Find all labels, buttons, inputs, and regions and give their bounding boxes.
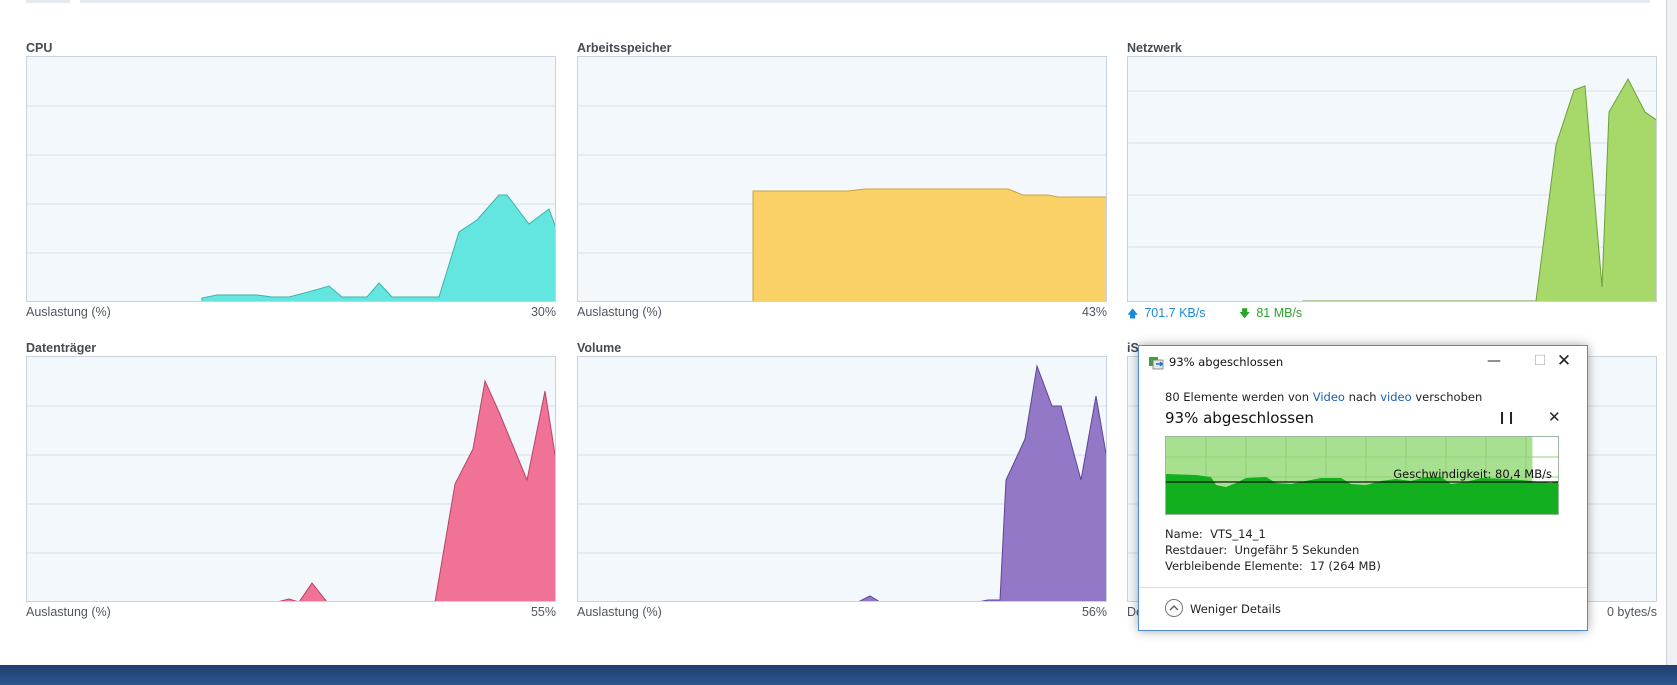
desktop-background [0, 665, 1677, 685]
items-value: 17 (264 MB) [1310, 559, 1381, 573]
detail-name: Name: VTS_14_1 [1165, 527, 1266, 541]
cpu-footer-label: Auslastung (%) [26, 305, 111, 319]
disk-panel: Datenträger Auslastung (%) 55% [26, 341, 556, 626]
dialog-divider [1139, 587, 1587, 588]
speed-graph-svg [1166, 437, 1558, 514]
detail-remaining-items: Verbleibende Elemente: 17 (264 MB) [1165, 559, 1381, 573]
desc-suffix: verschoben [1411, 390, 1483, 404]
download-speed: 81 MB/s [1256, 306, 1303, 320]
memory-panel: Arbeitsspeicher Auslastung (%) 43% [577, 41, 1107, 326]
target-folder-link[interactable]: video [1380, 390, 1412, 404]
memory-area [752, 188, 1106, 301]
transfer-speed-graph: Geschwindigkeit: 80,4 MB/s [1165, 436, 1559, 515]
dialog-title: 93% abgeschlossen [1169, 355, 1284, 369]
disk-area [278, 379, 555, 601]
resource-monitor-window: CPU Auslastung (%) 30% Arbeitsspeicher [0, 0, 1667, 665]
minimize-icon: — [1487, 353, 1501, 369]
cpu-chart-svg [27, 105, 555, 301]
speed-label: Geschwindigkeit: 80,4 MB/s [1393, 467, 1552, 481]
volume-chart-svg [578, 364, 1106, 601]
panel-title: Volume [577, 341, 622, 355]
close-button[interactable]: ✕ [1541, 346, 1587, 376]
volume-chart [577, 356, 1107, 602]
cancel-icon: ✕ [1548, 408, 1561, 426]
progress-heading: 93% abgeschlossen [1165, 409, 1314, 427]
copy-progress-dialog: 93% abgeschlossen — ☐ ✕ 80 Elemente werd… [1138, 345, 1588, 631]
network-chart [1127, 56, 1657, 302]
arrow-down-icon: 🡇 [1239, 308, 1251, 320]
memory-footer-value: 43% [1081, 305, 1107, 319]
iscsi-footer-value: 0 bytes/s [1606, 605, 1657, 619]
network-upload: 🡅 701.7 KB/s [1127, 305, 1205, 324]
panel-title: Netzwerk [1127, 41, 1182, 55]
speed-history-area [1166, 474, 1558, 514]
volume-footer-value: 56% [1081, 605, 1107, 619]
desc-prefix: 80 Elemente werden von [1165, 390, 1313, 404]
pause-button[interactable]: ❙❙ [1497, 410, 1516, 424]
arrow-up-icon: 🡅 [1127, 308, 1139, 320]
top-tab-strip-right [80, 0, 1650, 3]
desc-middle: nach [1344, 390, 1381, 404]
cpu-area [201, 194, 555, 301]
name-value: VTS_14_1 [1210, 527, 1266, 541]
network-area [1302, 77, 1656, 301]
panel-title: Arbeitsspeicher [577, 41, 672, 55]
pause-icon: ❙❙ [1497, 410, 1516, 424]
close-icon: ✕ [1556, 351, 1572, 371]
panel-title: CPU [26, 41, 53, 55]
minimize-button[interactable]: — [1471, 346, 1517, 376]
disk-chart-svg [27, 379, 555, 601]
less-details-label: Weniger Details [1190, 602, 1281, 616]
name-label: Name: [1165, 527, 1203, 541]
cpu-footer-value: 30% [530, 305, 556, 319]
network-panel: Netzwerk 🡅 701.7 KB/s 🡇 81 MB/s [1127, 41, 1657, 326]
disk-chart [26, 356, 556, 602]
time-label: Restdauer: [1165, 543, 1228, 557]
maximize-button[interactable]: ☐ [1517, 346, 1563, 376]
cpu-panel: CPU Auslastung (%) 30% [26, 41, 556, 326]
operation-description: 80 Elemente werden von Video nach video … [1165, 390, 1482, 404]
chevron-up-icon [1165, 599, 1183, 617]
memory-footer-label: Auslastung (%) [577, 305, 662, 319]
volume-footer-label: Auslastung (%) [577, 605, 662, 619]
items-label: Verbleibende Elemente: [1165, 559, 1303, 573]
network-download: 🡇 81 MB/s [1239, 305, 1302, 324]
memory-chart-svg [578, 105, 1106, 301]
source-folder-link[interactable]: Video [1312, 390, 1345, 404]
top-tab-strip-left [26, 0, 70, 3]
time-value: Ungefähr 5 Sekunden [1234, 543, 1360, 557]
volume-area [858, 364, 1106, 601]
move-files-icon [1149, 357, 1164, 370]
memory-chart [577, 56, 1107, 302]
detail-remaining-time: Restdauer: Ungefähr 5 Sekunden [1165, 543, 1359, 557]
volume-panel: Volume Auslastung (%) 56% [577, 341, 1107, 626]
vertical-scrollbar[interactable] [1666, 0, 1677, 665]
panel-title: Datenträger [26, 341, 97, 355]
maximize-icon: ☐ [1533, 353, 1547, 369]
cancel-button[interactable]: ✕ [1548, 408, 1561, 426]
cpu-chart [26, 56, 556, 302]
disk-footer-value: 55% [530, 605, 556, 619]
network-chart-svg [1128, 77, 1656, 301]
disk-footer-label: Auslastung (%) [26, 605, 111, 619]
upload-speed: 701.7 KB/s [1144, 306, 1206, 320]
panel-title: iS [1127, 341, 1139, 355]
